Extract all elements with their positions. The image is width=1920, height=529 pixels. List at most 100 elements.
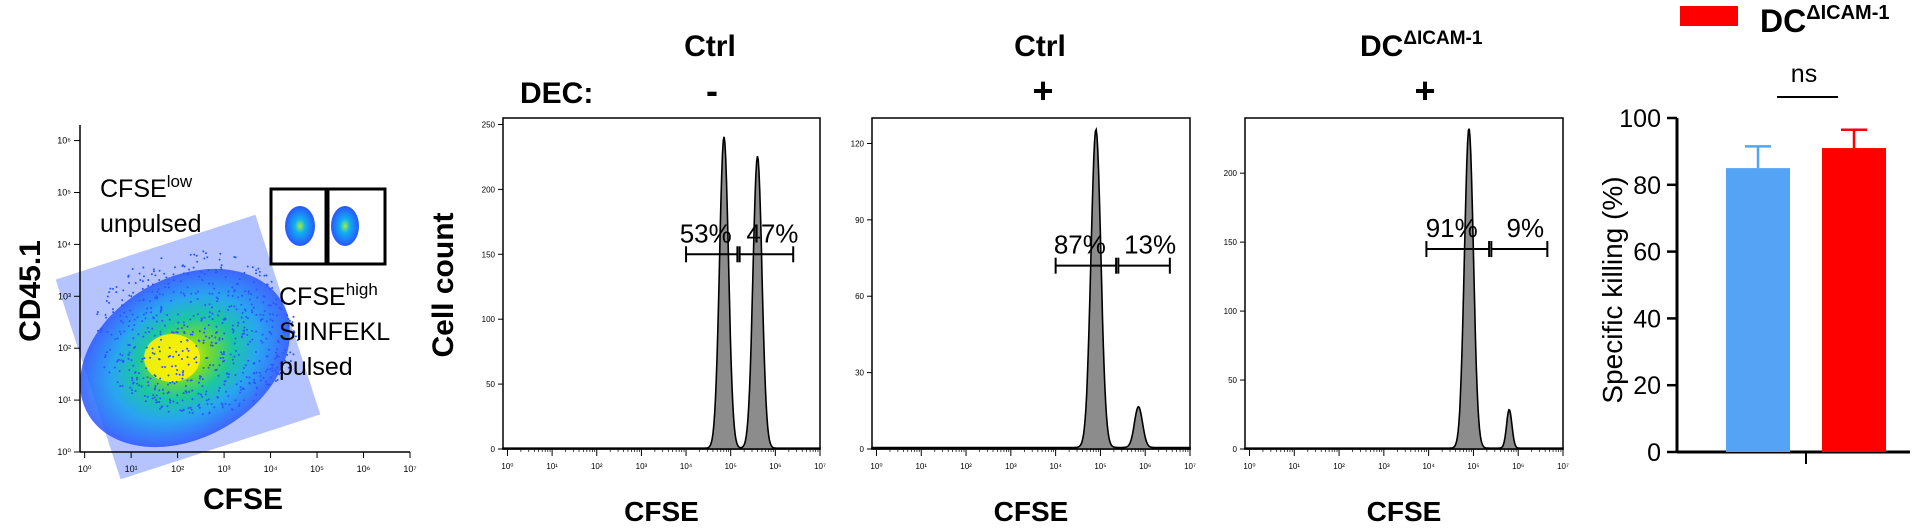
dotplot-event xyxy=(267,304,270,307)
dotplot-event xyxy=(158,358,161,361)
dotplot-event xyxy=(227,294,230,297)
dotplot-event xyxy=(218,339,221,342)
histogram-ytick-label: 150 xyxy=(482,250,496,259)
histogram-ytick-label: 250 xyxy=(482,120,496,129)
histogram-xtick-label: 10⁴ xyxy=(1049,462,1062,471)
histogram-gate-label: 47% xyxy=(746,218,798,248)
dotplot-event xyxy=(165,276,168,279)
dotplot-event xyxy=(198,403,201,406)
dotplot-event xyxy=(119,333,122,336)
dotplot-event xyxy=(220,264,223,267)
dotplot-event xyxy=(172,273,175,276)
dotplot-event xyxy=(154,274,157,277)
dotplot-event xyxy=(227,395,230,398)
dotplot-xtick-label: 10⁵ xyxy=(310,464,324,474)
dotplot-event xyxy=(183,294,186,297)
dotplot-event xyxy=(153,334,156,337)
dotplot-event xyxy=(103,366,106,369)
dotplot-event xyxy=(263,310,266,313)
dotplot-event xyxy=(142,377,145,380)
dotplot-xtick-label: 10⁰ xyxy=(78,464,92,474)
dotplot-event xyxy=(141,287,144,290)
dotplot-event xyxy=(231,324,234,327)
dotplot-event xyxy=(196,297,199,300)
pop-low-main: CFSE xyxy=(100,175,167,203)
dotplot-event xyxy=(260,339,263,342)
legend-swatch xyxy=(1680,6,1738,26)
dotplot-event xyxy=(216,330,219,333)
dotplot-event xyxy=(209,344,212,347)
dotplot-event xyxy=(179,280,182,283)
dotplot-event xyxy=(204,393,207,396)
bar xyxy=(1726,168,1790,452)
dotplot-event xyxy=(234,337,237,340)
dotplot-event xyxy=(191,398,194,401)
dotplot-event xyxy=(222,353,225,356)
dotplot-event xyxy=(175,380,178,383)
dotplot-event xyxy=(233,305,236,308)
dotplot-event xyxy=(250,293,253,296)
dotplot-ticks: 10⁰ 10¹ 10² 10³ 10⁴ 10⁵ 10⁶ 10⁷ 10⁰ 10¹ 10² 10³ 10⁴ 1… xyxy=(57,136,417,474)
dotplot-event xyxy=(203,316,206,319)
dotplot-event xyxy=(151,347,154,350)
dotplot-event xyxy=(199,393,202,396)
dotplot-event xyxy=(128,319,131,322)
dotplot-event xyxy=(123,330,126,333)
dotplot-event xyxy=(225,390,228,393)
histogram-gate-label: 13% xyxy=(1124,230,1176,260)
dotplot-event xyxy=(122,289,125,292)
dotplot-event xyxy=(250,303,253,306)
dotplot-event xyxy=(147,384,150,387)
dotplot-event xyxy=(255,330,258,333)
dotplot-event xyxy=(128,351,131,354)
dotplot-event xyxy=(108,371,111,374)
dotplot-event xyxy=(251,311,254,314)
dotplot-event xyxy=(243,308,246,311)
dotplot-event xyxy=(141,320,144,323)
dotplot-event xyxy=(160,306,163,309)
dotplot-event xyxy=(128,294,131,297)
dotplot-event xyxy=(261,333,264,336)
dotplot-event xyxy=(105,300,108,303)
dotplot-event xyxy=(220,266,223,269)
dotplot-event xyxy=(272,302,275,305)
dotplot-event xyxy=(255,393,258,396)
dotplot-event xyxy=(233,342,236,345)
dotplot-event xyxy=(205,390,208,393)
dotplot-event xyxy=(255,269,258,272)
dotplot-event xyxy=(204,252,207,255)
dotplot-event xyxy=(141,280,144,283)
dotplot-event xyxy=(204,335,207,338)
dotplot-event xyxy=(164,286,167,289)
dotplot-event xyxy=(243,332,246,335)
dotplot-event xyxy=(259,374,262,377)
dotplot-event xyxy=(224,402,227,405)
dotplot-event xyxy=(132,337,135,340)
histogram-ytick-label: 100 xyxy=(482,315,496,324)
dotplot-event xyxy=(258,372,261,375)
dotplot-event xyxy=(112,311,115,314)
dotplot-event xyxy=(186,356,189,359)
dotplot-event xyxy=(214,336,217,339)
dotplot-event xyxy=(255,313,258,316)
dotplot-event xyxy=(182,292,185,295)
dotplot-event xyxy=(146,395,149,398)
dotplot-event xyxy=(258,360,261,363)
histogram-xtick-label: 10⁶ xyxy=(769,462,781,471)
dotplot-event xyxy=(196,290,199,293)
dotplot-event xyxy=(211,312,214,315)
dotplot-event xyxy=(131,392,134,395)
dotplot-event xyxy=(233,355,236,358)
dotplot-event xyxy=(271,319,274,322)
killing-bar-chart: 0 20 40 60 80 100 xyxy=(1619,96,1910,467)
dotplot-event xyxy=(236,324,239,327)
dotplot-event xyxy=(234,373,237,376)
histogram-xtick-label: 10⁵ xyxy=(1094,462,1106,471)
dotplot-event xyxy=(186,339,189,342)
dotplot-event xyxy=(258,270,261,273)
dotplot-event xyxy=(105,351,108,354)
dotplot-event xyxy=(119,384,122,387)
panel-title-3-sup: ΔICAM-1 xyxy=(1403,28,1483,49)
dotplot-event xyxy=(188,390,191,393)
dotplot-event xyxy=(155,394,158,397)
